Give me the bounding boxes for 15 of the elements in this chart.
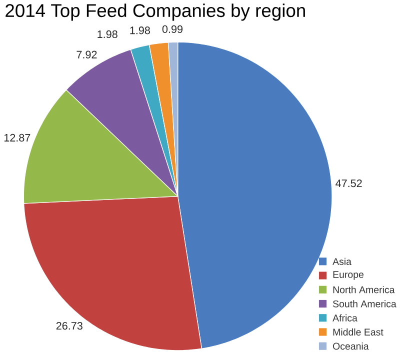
data-label: 47.52 (336, 179, 362, 187)
legend-label: Oceania (333, 342, 369, 350)
legend-label: South America (332, 300, 396, 308)
legend-label: Middle East (333, 328, 384, 336)
legend-label: Europe (333, 271, 364, 280)
legend-label: Asia (332, 258, 352, 265)
data-label: 1.98 (130, 26, 150, 34)
chart-title: 2014 Top Feed Companies by region (6, 3, 305, 21)
legend-label: North America (333, 286, 395, 294)
data-label: 0.99 (162, 25, 183, 33)
data-label: 26.73 (56, 322, 82, 330)
legend-label: Africa (332, 314, 358, 322)
data-label: 1.98 (98, 30, 118, 38)
data-label: 12.87 (4, 134, 30, 142)
data-label: 7.92 (76, 50, 97, 58)
